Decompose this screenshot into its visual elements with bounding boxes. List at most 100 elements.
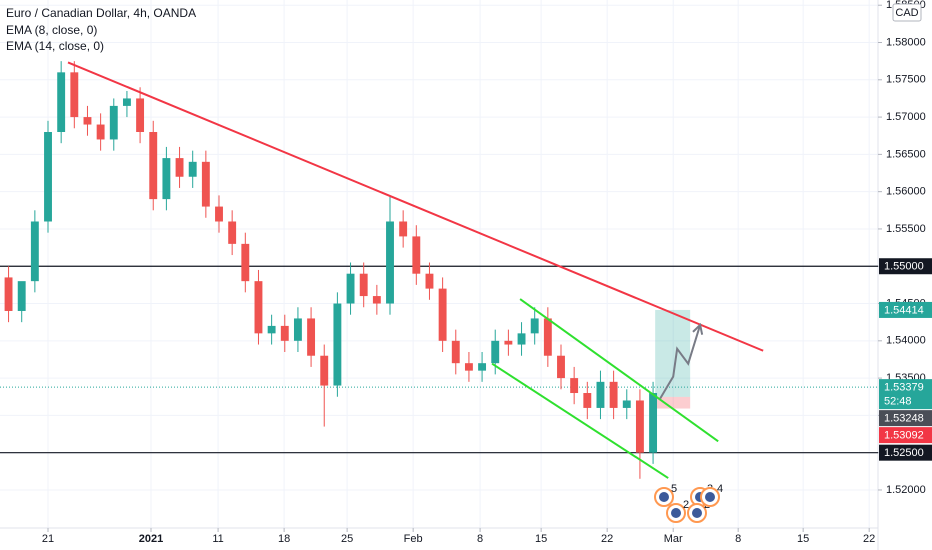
countdown: 52:48 xyxy=(884,396,912,408)
candle-body xyxy=(175,158,184,177)
x-tick-label: 15 xyxy=(797,533,809,545)
y-tick-label: 1.55500 xyxy=(886,223,926,235)
candle-body xyxy=(451,340,460,364)
event-count: 4 xyxy=(717,483,723,495)
x-tick-label: 25 xyxy=(341,533,353,545)
candle-body xyxy=(412,236,421,274)
currency-label: CAD xyxy=(895,7,918,19)
event-flag xyxy=(692,508,702,518)
x-tick-label: 22 xyxy=(863,533,875,545)
candle-body xyxy=(122,98,131,106)
candle-body xyxy=(149,132,158,200)
candle-body xyxy=(70,72,79,118)
price-badge xyxy=(879,258,932,275)
candle-body xyxy=(530,318,539,334)
candle-body xyxy=(44,132,52,222)
candle-body xyxy=(609,381,618,408)
price-badge xyxy=(879,301,932,318)
y-tick-label: 1.57000 xyxy=(886,111,926,123)
price-badge-label: 1.54414 xyxy=(884,304,924,316)
trend-line xyxy=(519,298,719,443)
x-tick-label: 22 xyxy=(601,533,613,545)
candle-body xyxy=(320,355,329,386)
price-badge xyxy=(879,427,932,444)
candle-body xyxy=(464,363,473,371)
price-badge xyxy=(879,379,932,410)
indicator-label: EMA (8, close, 0) xyxy=(6,23,97,37)
candle-body xyxy=(649,393,658,453)
candle-body xyxy=(254,281,263,334)
x-tick-label: 2021 xyxy=(139,533,163,545)
x-tick-label: 8 xyxy=(477,533,483,545)
candle-body xyxy=(543,318,552,356)
candle-body xyxy=(162,158,171,200)
arrow-head xyxy=(692,322,704,335)
x-tick-label: 21 xyxy=(42,533,54,545)
price-badge-label: 1.52500 xyxy=(884,447,924,459)
event-flag xyxy=(705,492,715,502)
y-tick-label: 1.52000 xyxy=(886,484,926,496)
candle-body xyxy=(399,221,408,237)
position-target-zone xyxy=(655,309,691,397)
candle-body xyxy=(188,161,197,177)
candle-body xyxy=(504,340,513,345)
candle-body xyxy=(136,98,145,132)
candle-body xyxy=(346,273,355,304)
candle-body xyxy=(372,296,381,304)
candle-body xyxy=(359,273,368,297)
price-badge xyxy=(879,410,932,427)
candle-body xyxy=(438,288,447,341)
candle-body xyxy=(570,378,579,394)
trend-line xyxy=(67,61,764,352)
candle-body xyxy=(425,273,434,289)
candle-body xyxy=(517,333,526,345)
candle-body xyxy=(83,117,92,125)
y-tick-label: 1.57500 xyxy=(886,74,926,86)
x-tick-label: 11 xyxy=(212,533,223,545)
x-tick-label: 8 xyxy=(735,533,741,545)
y-tick-label: 1.54000 xyxy=(886,335,926,347)
y-tick-label: 1.56500 xyxy=(886,148,926,160)
candle-body xyxy=(386,221,394,304)
price-badge-label: 1.55000 xyxy=(884,261,924,273)
y-tick-label: 1.56000 xyxy=(886,186,926,198)
candle-body xyxy=(596,381,605,408)
x-tick-label: 18 xyxy=(278,533,290,545)
candle-body xyxy=(4,277,13,311)
position-stop-zone xyxy=(655,396,691,409)
event-count: 2 xyxy=(683,499,689,511)
event-flag xyxy=(671,508,681,518)
price-badge-label: 1.53092 xyxy=(884,430,924,442)
x-tick-label: 15 xyxy=(535,533,547,545)
trend-line xyxy=(491,362,669,479)
candle-body xyxy=(635,400,644,453)
x-tick-label: Feb xyxy=(404,533,423,545)
candle-body xyxy=(307,318,316,356)
candle-body xyxy=(333,303,342,386)
candle-body xyxy=(201,161,210,207)
y-tick-label: 1.58000 xyxy=(886,36,926,48)
event-count: 5 xyxy=(671,483,677,495)
projection-arrow xyxy=(659,324,702,399)
candle-body xyxy=(557,355,565,379)
candle-body xyxy=(491,340,500,364)
currency-box xyxy=(892,3,922,22)
candle-body xyxy=(228,221,237,244)
candle-body xyxy=(96,124,105,140)
candle-body xyxy=(478,363,487,371)
candle-body xyxy=(30,221,39,282)
event-flag xyxy=(659,492,669,502)
candle-body xyxy=(280,325,289,341)
candle-body xyxy=(622,400,631,408)
price-badge xyxy=(879,444,932,461)
candle-body xyxy=(57,72,66,132)
candle-body xyxy=(215,206,223,222)
candle-body xyxy=(583,393,592,408)
candle-body xyxy=(267,325,276,334)
candle-body xyxy=(293,318,302,341)
price-badge-label: 1.53248 xyxy=(884,413,924,425)
chart-title: Euro / Canadian Dollar, 4h, OANDA xyxy=(6,6,196,20)
